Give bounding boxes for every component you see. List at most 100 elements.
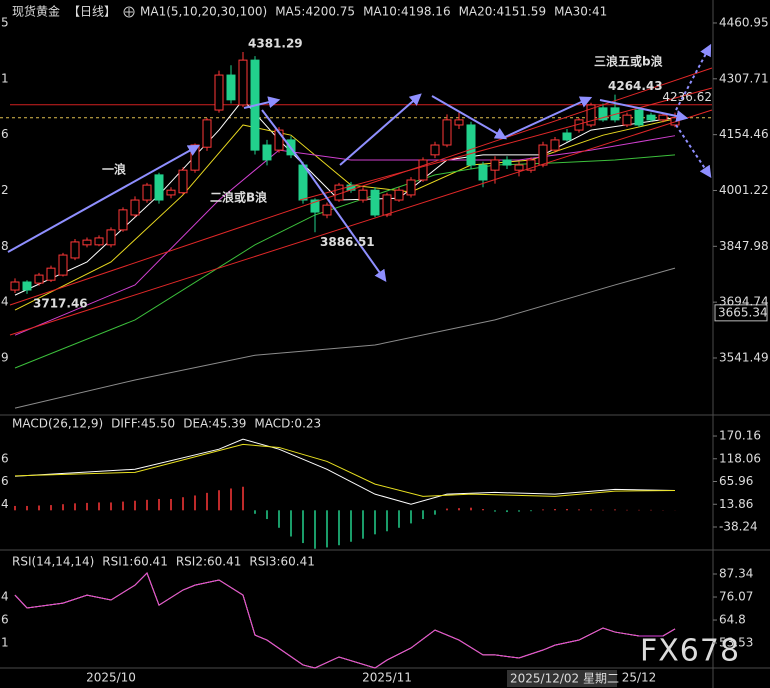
indicator-line [14, 438, 676, 505]
left-axis-label: 1 [1, 636, 9, 650]
candle-body [202, 119, 212, 148]
legend-entry: MA30:41 [554, 5, 607, 19]
left-axis-label: 2 [1, 183, 9, 197]
legend-entry: MACD:0.23 [254, 417, 321, 431]
candle-body [34, 274, 44, 284]
y-tick-label: 3847.98 [719, 239, 769, 253]
candle-body [622, 114, 632, 126]
candle-body [238, 59, 248, 106]
left-axis-label: 5 [1, 15, 9, 29]
indicator-line [14, 154, 676, 369]
x-tick-label: 2025/10 [86, 671, 136, 685]
watermark: FX678 [640, 634, 740, 669]
candle-body [442, 119, 452, 146]
candle-body [154, 174, 164, 201]
y-tick-label: -38.24 [719, 520, 758, 534]
indicator-line [14, 572, 676, 669]
wave-label: 一浪 [102, 162, 126, 177]
candle-body [382, 194, 392, 216]
candle-body [370, 189, 380, 216]
extreme-label: 4264.43 [608, 79, 663, 93]
left-axis-label: 1 [1, 71, 9, 85]
candle-body [358, 189, 368, 201]
candle-body [478, 164, 488, 181]
left-axis-label: 4 [1, 590, 9, 604]
legend-entry: RSI2:60.41 [176, 555, 242, 569]
candle-body [142, 184, 152, 201]
left-axis-label: 6 [1, 127, 9, 141]
candle-body [178, 169, 188, 194]
legend-entry: DEA:45.39 [183, 417, 246, 431]
extreme-label: 3886.51 [320, 235, 375, 249]
y-tick-label: 3541.49 [719, 350, 769, 364]
legend-entry: DIFF:45.50 [111, 417, 175, 431]
left-axis-label: 4 [1, 497, 9, 511]
candle-body [10, 281, 20, 291]
candle-body [262, 144, 272, 161]
price-box-label: 3665.34 [718, 305, 768, 319]
wave-label: 三浪五或b浪 [594, 54, 663, 69]
candle-body [502, 159, 512, 166]
y-tick-label: 118.06 [719, 451, 761, 465]
candle-body [214, 74, 224, 111]
trendlines [9, 67, 713, 336]
indicator-line [14, 135, 676, 336]
candle-body [106, 229, 116, 246]
legend-entry: MA10:4198.16 [363, 5, 451, 19]
candle-body [166, 189, 176, 196]
candle-body [322, 204, 332, 216]
price-line-label: 4236.62 [662, 90, 712, 104]
extreme-label: 3717.46 [33, 296, 88, 310]
candle-body [658, 114, 668, 121]
left-axis-label: 6 [1, 613, 9, 627]
candle-body [538, 144, 548, 166]
candle-body [58, 254, 68, 276]
left-axis-label: 8 [1, 239, 9, 253]
cursor-box [507, 670, 617, 687]
x-tick-label: 25/12 [622, 671, 657, 685]
y-tick-label: 64.8 [719, 613, 746, 627]
y-tick-label: 13.86 [719, 497, 753, 511]
indicator-label: RSI(14,14,14) [12, 555, 94, 569]
candle-body [430, 144, 440, 156]
candle-body [82, 239, 92, 246]
y-tick-label: 170.16 [719, 429, 761, 443]
x-tick-label: 2025/11 [362, 671, 412, 685]
y-tick-label: 4307.71 [719, 71, 769, 85]
cursor-label: 2025/12/02 星期二 [510, 672, 619, 686]
candle-body [22, 281, 32, 291]
wave-arrows [7, 43, 712, 282]
y-tick-label: 65.96 [719, 474, 753, 488]
candle-body [454, 119, 464, 126]
left-axis-label: 9 [1, 350, 9, 364]
candle-body [94, 237, 104, 246]
left-axis-label: 4 [1, 295, 9, 309]
left-axis-label: 6 [1, 474, 9, 488]
settings-icon [123, 6, 135, 18]
candle-body [70, 241, 80, 259]
legend-entry: RSI1:60.41 [102, 555, 168, 569]
candle-body [274, 129, 284, 151]
y-tick-label: 4001.22 [719, 183, 769, 197]
y-tick-label: 3694.74 [719, 295, 769, 309]
candle-body [550, 139, 560, 151]
wave-label: 二浪或B浪 [210, 190, 267, 205]
y-tick-label: 4460.95 [719, 15, 769, 29]
y-tick-label: 87.34 [719, 567, 753, 581]
y-tick-label: 76.07 [719, 590, 753, 604]
price-box [714, 304, 768, 322]
legend-entry: RSI3:60.41 [249, 555, 315, 569]
y-tick-label: 53.53 [719, 636, 753, 650]
candle-body [646, 114, 656, 121]
candle-body [394, 189, 404, 201]
candle-body [226, 74, 236, 101]
candle-body [490, 159, 500, 171]
candle-body [466, 124, 476, 166]
candle-body [130, 199, 140, 216]
indicator-label: MACD(26,12,9) [12, 417, 103, 431]
candle-body [406, 179, 416, 196]
